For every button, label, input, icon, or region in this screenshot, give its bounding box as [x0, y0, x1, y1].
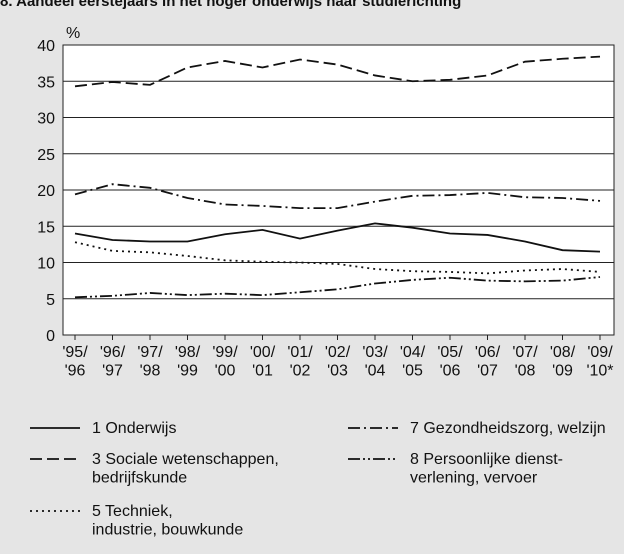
- x-tick-label: '05/'06: [437, 344, 463, 379]
- legend-label: 8 Persoonlijke dienst-verlening, vervoer: [410, 451, 563, 486]
- plot-frame: [62, 44, 615, 336]
- x-tick-label: '97/'98: [137, 344, 163, 379]
- y-tick-label: 25: [37, 147, 55, 164]
- y-tick-label: 30: [37, 111, 55, 128]
- y-tick-label: 20: [37, 183, 55, 200]
- series-line: [74, 183, 601, 210]
- x-tick-label: '99/'00: [212, 344, 238, 379]
- series-line: [74, 222, 601, 253]
- x-tick-label: '04/'05: [400, 344, 426, 379]
- x-tick-label: '98/'99: [175, 344, 201, 379]
- x-tick-label: '07/'08: [512, 344, 538, 379]
- y-tick-label: 35: [37, 74, 55, 91]
- x-tick-label: '08/'09: [550, 344, 576, 379]
- x-tick-label: '03/'04: [362, 344, 388, 379]
- series-line: [74, 55, 601, 88]
- y-tick-label: 10: [37, 256, 55, 273]
- x-tick-label: '95/'96: [62, 344, 88, 379]
- y-unit: %: [66, 25, 80, 42]
- x-tick-label: '00/'01: [250, 344, 276, 379]
- x-tick-label: '01/'02: [287, 344, 313, 379]
- y-tick-label: 15: [37, 219, 55, 236]
- y-tick-label: 40: [37, 38, 55, 55]
- y-tick-label: 0: [46, 328, 55, 345]
- y-tick-label: 5: [46, 292, 55, 309]
- legend-label: 7 Gezondheidszorg, welzijn: [410, 420, 606, 437]
- series-line: [74, 241, 601, 275]
- x-tick-label: '09/'10*: [586, 344, 613, 379]
- legend-label: 3 Sociale wetenschappen, bedrijfskunde: [92, 451, 279, 486]
- x-tick-label: '96/'97: [100, 344, 126, 379]
- legend-label: 5 Techniek, industrie, bouwkunde: [92, 503, 243, 538]
- chart-title: 8. Aandeel eerstejaars in het hoger onde…: [0, 0, 461, 10]
- legend-label: 1 Onderwijs: [92, 420, 176, 437]
- x-tick-label: '02/'03: [325, 344, 351, 379]
- x-tick-label: '06/'07: [475, 344, 501, 379]
